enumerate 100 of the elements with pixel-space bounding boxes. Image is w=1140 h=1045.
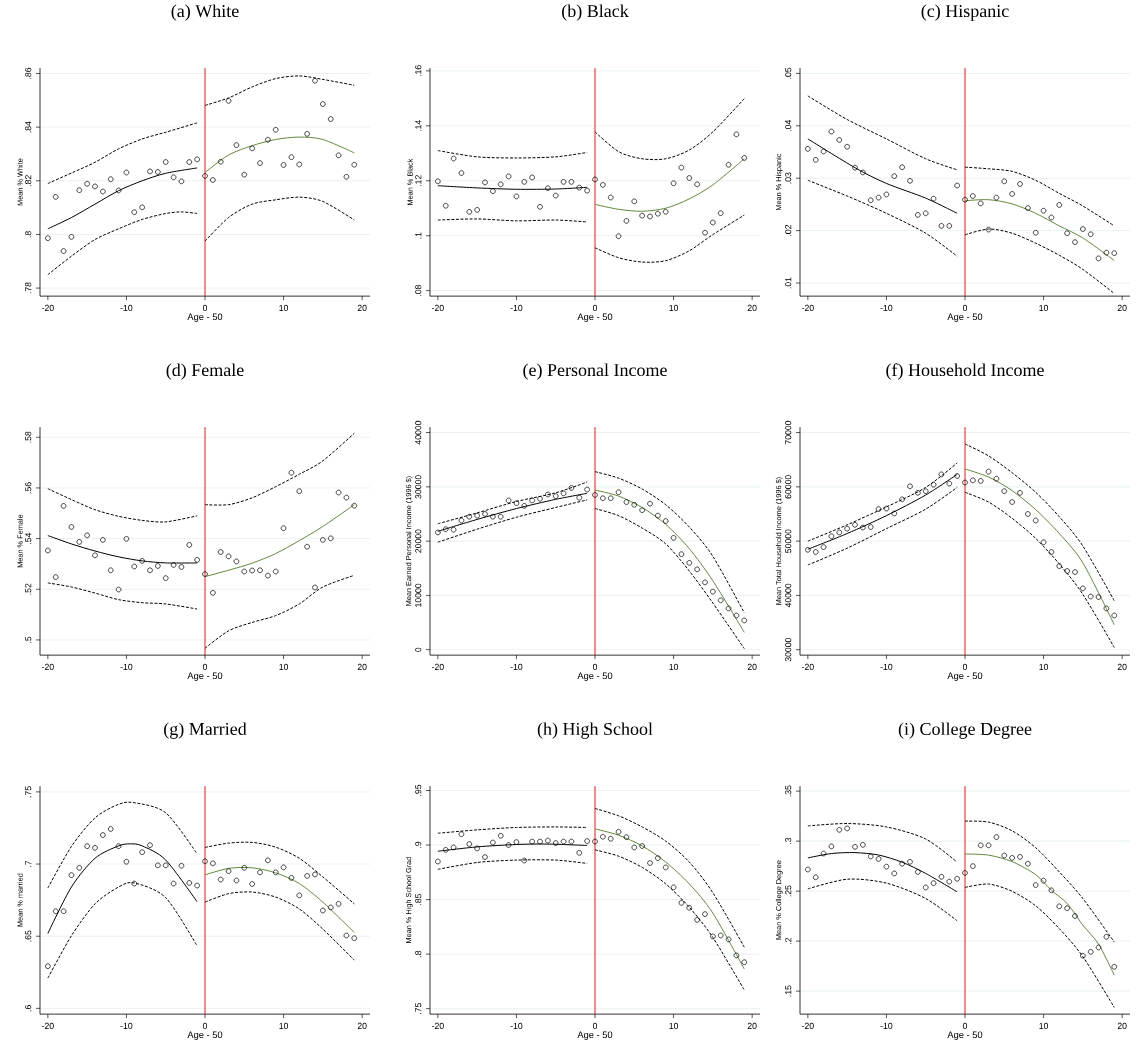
line-series [204, 891, 355, 961]
point [442, 526, 449, 532]
point [985, 226, 992, 233]
point [954, 473, 960, 479]
point [442, 847, 449, 853]
point [272, 126, 279, 133]
point [600, 833, 606, 840]
point [545, 837, 551, 844]
point [241, 171, 248, 178]
point [312, 871, 318, 878]
y-tick-label: .04 [785, 119, 792, 131]
point [710, 219, 716, 226]
line-series [964, 853, 1115, 976]
point [686, 560, 693, 566]
y-tick-label: .78 [25, 282, 32, 294]
point [178, 862, 185, 869]
point [977, 200, 984, 207]
point [1001, 488, 1008, 494]
point [450, 844, 457, 851]
point [92, 183, 98, 190]
point [568, 179, 575, 185]
point [962, 196, 968, 203]
point [805, 866, 811, 873]
line-series [964, 443, 1115, 602]
point [147, 567, 153, 573]
point [343, 932, 350, 939]
point [1111, 612, 1118, 619]
y-tick-label: .8 [415, 950, 422, 957]
point [327, 535, 334, 542]
point [1040, 207, 1047, 214]
point [860, 842, 866, 848]
point [552, 840, 559, 846]
line-series [204, 574, 355, 649]
point [147, 842, 153, 848]
point [60, 908, 67, 914]
point [123, 858, 130, 865]
point [702, 229, 708, 236]
x-tick-label: 0 [202, 1022, 208, 1029]
point [812, 874, 819, 881]
x-tick-label: 0 [962, 304, 968, 311]
point [1103, 249, 1110, 256]
point [970, 193, 976, 199]
point [1017, 854, 1023, 860]
line-series [47, 211, 198, 276]
point [1001, 852, 1008, 859]
y-tick-label: 50000 [785, 529, 792, 553]
point [560, 490, 567, 497]
x-axis-title: Age - 50 [577, 313, 613, 322]
x-tick-label: 20 [1117, 1022, 1127, 1029]
line-series [807, 138, 958, 214]
point [836, 529, 843, 536]
point [280, 525, 287, 531]
point [875, 194, 882, 201]
point [922, 884, 929, 891]
x-tick-label: -20 [801, 304, 814, 311]
point [584, 187, 590, 194]
point [1017, 489, 1023, 496]
point [733, 952, 740, 959]
point [993, 475, 1000, 482]
point [320, 537, 326, 543]
point [592, 176, 598, 183]
point [513, 839, 520, 845]
point [84, 532, 90, 539]
point [631, 198, 638, 205]
line-series [47, 122, 198, 184]
point [272, 869, 279, 876]
point [280, 162, 287, 168]
x-tick-label: 0 [962, 1022, 968, 1029]
point [335, 489, 342, 496]
y-tick-label: .3 [785, 837, 792, 844]
point [217, 549, 224, 555]
point [162, 159, 169, 165]
x-tick-label: 0 [592, 304, 598, 311]
point [435, 858, 441, 865]
line-series [437, 499, 588, 543]
y-tick-label: .2 [785, 937, 792, 944]
point [922, 210, 929, 217]
line-series [47, 801, 198, 889]
point [576, 184, 583, 191]
point [335, 152, 342, 159]
point [1048, 549, 1055, 555]
point [147, 168, 153, 175]
chart-title: (g) Married [164, 722, 247, 739]
point [170, 562, 177, 568]
point [537, 495, 543, 502]
point [442, 202, 449, 209]
y-tick-label: .16 [415, 65, 422, 77]
point [930, 195, 937, 202]
point [710, 588, 716, 595]
point [241, 568, 248, 575]
x-tick-label: 10 [279, 304, 289, 311]
point [922, 488, 929, 494]
point [867, 524, 874, 530]
point [741, 959, 748, 965]
point [1087, 593, 1094, 600]
y-tick-label: .8 [25, 231, 32, 238]
point [466, 208, 473, 215]
point [836, 826, 843, 833]
point [670, 535, 677, 541]
x-tick-label: -20 [431, 304, 444, 311]
